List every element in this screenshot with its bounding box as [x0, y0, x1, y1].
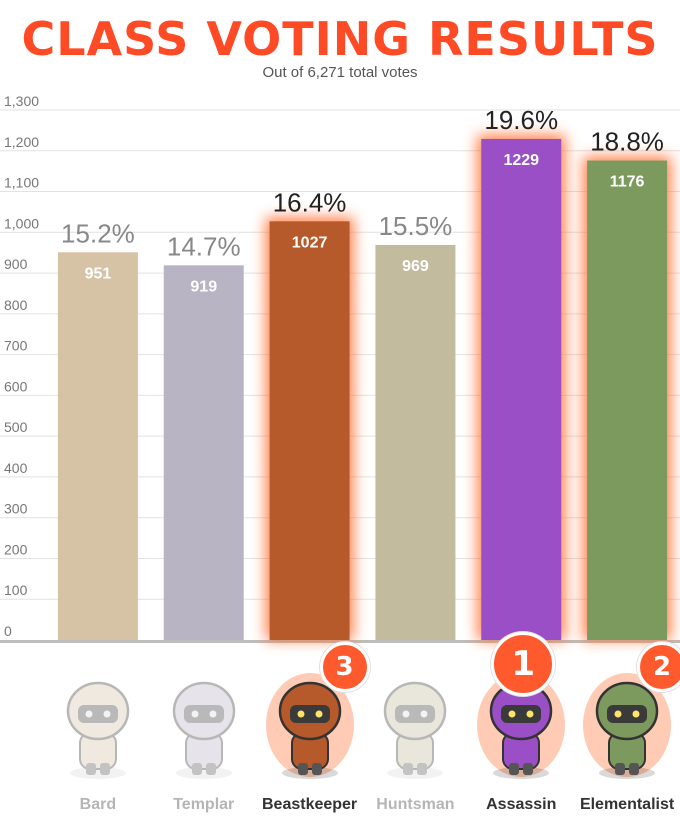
bar-value-label: 951 [85, 265, 112, 282]
rank-badge-2: 2 [637, 642, 680, 692]
chart-subtitle: Out of 6,271 total votes [262, 64, 418, 81]
y-tick-label: 1,200 [4, 134, 39, 150]
y-tick-label: 900 [4, 256, 28, 272]
category-label-huntsman: Huntsman [376, 796, 455, 813]
beastkeeper-character-icon [265, 673, 354, 779]
y-tick-label: 500 [4, 419, 28, 435]
hero-templar-portrait [154, 655, 254, 785]
rank-badge-1: 1 [491, 632, 556, 696]
bar-assassin [481, 138, 562, 640]
bar-value-label: 1229 [503, 152, 539, 169]
y-tick-label: 200 [4, 541, 28, 557]
y-tick-label: 600 [4, 378, 28, 394]
baseline [0, 640, 680, 643]
hero-huntsman-portrait [365, 655, 465, 785]
y-tick-label: 1,300 [4, 93, 39, 109]
hero-elementalist-portrait [577, 655, 677, 785]
y-tick-label: 1,100 [4, 175, 39, 191]
chart-title: CLASS VOTING RESULTS [21, 12, 659, 66]
bar-percent-label: 19.6% [484, 105, 558, 135]
huntsman-character-icon [384, 681, 447, 779]
bar-percent-label: 14.7% [167, 231, 241, 261]
bar-percent-label: 18.8% [590, 127, 664, 157]
category-label-beastkeeper: Beastkeeper [261, 796, 358, 813]
hero-beastkeeper-portrait [260, 655, 360, 785]
category-label-bard: Bard [79, 796, 117, 813]
category-label-elementalist: Elementalist [579, 796, 675, 813]
rank-badge-3: 3 [319, 642, 370, 692]
y-tick-label: 700 [4, 338, 28, 354]
category-label-templar: Templar [173, 796, 235, 813]
bar-templar [163, 265, 244, 640]
bar-percent-label: 16.4% [273, 187, 347, 217]
y-tick-label: 100 [4, 582, 28, 598]
y-tick-label: 1,000 [4, 215, 39, 231]
bar-value-label: 1027 [292, 234, 328, 251]
y-tick-label: 0 [4, 623, 12, 639]
bar-value-label: 969 [402, 258, 429, 275]
y-tick-label: 400 [4, 460, 28, 476]
templar-character-icon [172, 681, 235, 779]
hero-bard-portrait [48, 655, 148, 785]
bar-beastkeeper [269, 221, 350, 641]
bar-value-label: 1176 [610, 174, 645, 191]
bard-character-icon [66, 681, 130, 779]
elementalist-character-icon [583, 673, 672, 779]
bar-huntsman [375, 244, 456, 640]
bar-elementalist [587, 160, 668, 641]
bar-bard [57, 252, 138, 641]
bar-value-label: 919 [190, 278, 217, 295]
bar-percent-label: 15.5% [379, 211, 453, 241]
bar-percent-label: 15.2% [61, 218, 135, 248]
category-label-assassin: Assassin [486, 796, 557, 813]
y-tick-label: 800 [4, 297, 28, 313]
y-tick-label: 300 [4, 501, 28, 517]
